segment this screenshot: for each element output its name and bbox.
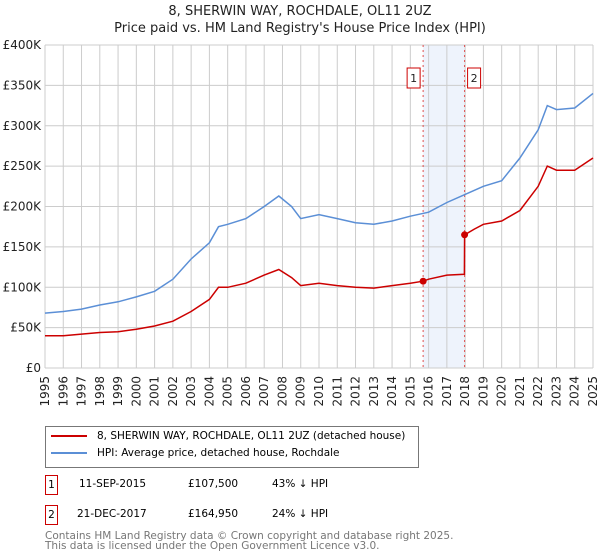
x-tick-label: 2001 [148,376,162,407]
sale-label-box [406,67,421,89]
property-price-line [45,157,594,337]
y-tick-label: £300K [3,119,43,133]
x-tick-label: 2015 [403,376,417,407]
x-tick-label: 2017 [440,376,454,407]
x-tick-label: 2011 [330,376,344,407]
footer: Contains HM Land Registry data © Crown c… [45,530,454,552]
x-tick-label: 2005 [221,376,235,407]
x-tick-label: 2022 [531,376,545,407]
x-tick-label: 2000 [129,376,143,407]
sale-date: 11-SEP-2015 [79,478,147,490]
x-tick-label: 2006 [239,376,253,407]
chart-title: 8, SHERWIN WAY, ROCHDALE, OL11 2UZ [168,4,432,19]
x-tick-label: 2007 [257,376,271,407]
sale-label: 1 [410,72,417,85]
hpi-line [44,92,594,314]
y-tick-label: £100K [3,280,43,294]
price-chart: £0 £50K £100K £150K £200K £250K £300K £350K £400… [3,38,600,407]
sale-point [419,277,427,285]
x-tick-label: 2018 [458,376,472,407]
sale-delta: 24% ↓ HPI [272,508,329,520]
y-tick-label: £50K [10,321,42,335]
sale-date: 21-DEC-2017 [77,508,147,520]
x-tick-label: 1998 [93,376,107,407]
legend-label-hpi: HPI: Average price, detached house, Roch… [97,447,340,459]
sale-badge: 1 [45,475,58,495]
x-tick-label: 2009 [294,376,308,407]
sale-point [461,231,469,239]
sale-row-2: 2 21-DEC-2017 £164,950 24% ↓ HPI [45,505,545,525]
x-tick-label: 2020 [495,376,509,407]
x-tick-label: 2004 [202,376,216,407]
sale-label: 2 [471,72,478,85]
x-tick-label: 1997 [75,376,89,407]
x-tick-label: 2002 [166,376,180,407]
x-tick-label: 1999 [111,376,125,407]
sale-badge: 2 [45,505,58,525]
x-tick-label: 2021 [513,376,527,407]
x-tick-label: 2014 [385,376,399,407]
x-tick-label: 2012 [349,376,363,407]
sale-label-box [467,67,482,89]
y-tick-label: £200K [3,200,43,214]
x-tick-label: 2024 [568,376,582,407]
sale-price: £107,500 [188,478,239,490]
y-tick-label: £150K [3,240,43,254]
x-tick-label: 1996 [56,376,70,407]
x-tick-label: 2008 [275,376,289,407]
y-tick-label: £350K [3,78,43,92]
legend: 8, SHERWIN WAY, ROCHDALE, OL11 2UZ (deta… [45,426,419,468]
sale-delta: 43% ↓ HPI [272,478,329,490]
y-tick-label: £0 [26,361,41,375]
legend-blue-line [51,452,87,454]
x-tick-label: 2010 [312,376,326,407]
x-tick-label: 2019 [476,376,490,407]
chart-subtitle: Price paid vs. HM Land Registry's House … [114,21,486,36]
sale-price: £164,950 [188,508,239,520]
x-tick-label: 2023 [549,376,563,407]
legend-label-property: 8, SHERWIN WAY, ROCHDALE, OL11 2UZ (deta… [97,430,406,442]
legend-red-line [51,435,87,437]
footer-line-2: This data is licensed under the Open Gov… [45,540,380,552]
x-tick-label: 2003 [184,376,198,407]
x-tick-label: 2013 [367,376,381,407]
x-tick-label: 1995 [38,376,52,407]
x-tick-label: 2025 [586,376,600,407]
x-tick-label: 2016 [422,376,436,407]
y-tick-label: £400K [3,38,43,52]
footer-line-1: Contains HM Land Registry data © Crown c… [45,530,454,542]
sale-row-1: 1 11-SEP-2015 £107,500 43% ↓ HPI [45,475,545,495]
y-tick-label: £250K [3,159,43,173]
